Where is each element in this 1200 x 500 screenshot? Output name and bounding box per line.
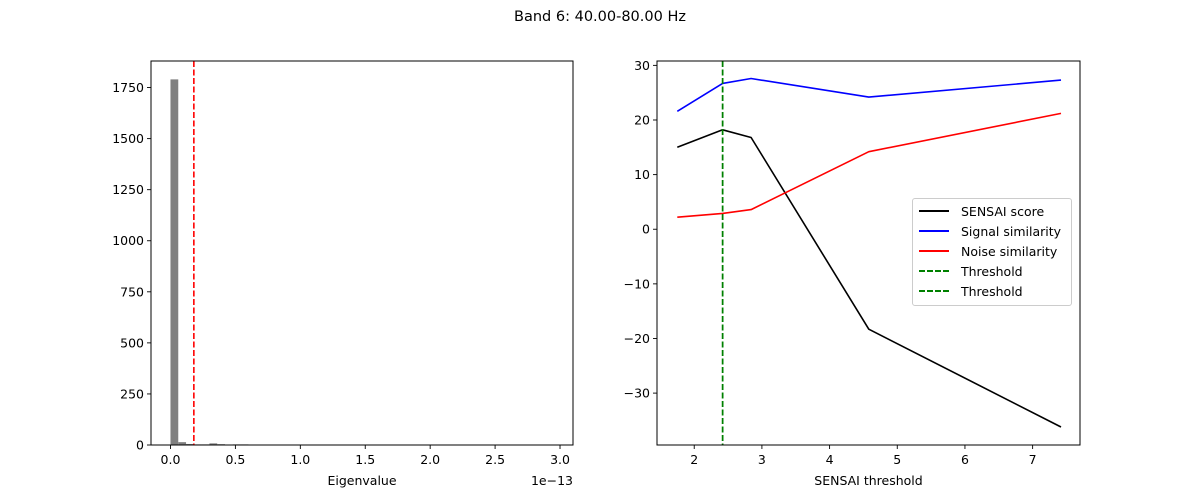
x-tick-label: 2.5 <box>485 452 505 467</box>
y-tick-label: 0 <box>136 438 144 453</box>
y-tick-label: 1750 <box>112 80 144 95</box>
x-tick-label: 5 <box>893 452 901 467</box>
legend-swatch <box>919 250 949 252</box>
legend-label: Signal similarity <box>961 223 1062 239</box>
y-tick-label: 1500 <box>112 131 144 146</box>
x-tick-label: 0.0 <box>161 452 181 467</box>
y-tick-label: −20 <box>624 331 650 346</box>
legend-label: Noise similarity <box>961 243 1058 259</box>
x-tick-label: 4 <box>826 452 834 467</box>
x-tick-label: 1.0 <box>290 452 310 467</box>
x-tick-label: 3.0 <box>550 452 570 467</box>
y-tick-label: 20 <box>634 112 650 127</box>
x-tick-label: 0.5 <box>225 452 245 467</box>
histogram-bar <box>186 443 194 445</box>
legend-label: Threshold <box>961 283 1023 299</box>
eigenvalue-histogram: 0.0 0.5 1.0 1.5 2.0 2.5 3.0 0 250 500 750 1000 1250 1… <box>112 60 574 488</box>
x-tick-label: 2 <box>690 452 698 467</box>
legend-swatch <box>919 270 949 272</box>
x-tick-label: 3 <box>758 452 766 467</box>
y-tick-label: 750 <box>120 284 144 299</box>
legend-swatch <box>919 290 949 292</box>
y-tick-label: 0 <box>642 222 650 237</box>
series-line-noise-similarity <box>677 112 1062 218</box>
y-tick-label: 10 <box>634 167 650 182</box>
histogram-bar <box>170 79 179 445</box>
y-tick-label: 1250 <box>112 182 144 197</box>
x-axis-label: SENSAI threshold <box>814 473 922 488</box>
y-tick-label: 1000 <box>112 233 144 248</box>
legend-item-signal-similarity: Signal similarity <box>919 221 1061 241</box>
x-offset-label: 1e−13 <box>531 473 573 488</box>
histogram-bar <box>178 442 187 445</box>
legend: SENSAI score Signal similarity Noise sim… <box>912 198 1072 306</box>
legend-swatch <box>919 210 949 212</box>
y-tick-label: 500 <box>120 335 144 350</box>
series-line-sensai-score <box>677 129 1062 428</box>
y-tick-label: 30 <box>634 58 650 73</box>
legend-item-threshold-2: Threshold <box>919 281 1023 301</box>
x-tick-label: 1.5 <box>355 452 375 467</box>
axes-frame <box>150 60 574 446</box>
figure-title: Band 6: 40.00-80.00 Hz <box>514 9 686 25</box>
x-axis-label: Eigenvalue <box>327 473 396 488</box>
x-tick-label: 7 <box>1029 452 1037 467</box>
y-tick-label: −30 <box>624 386 650 401</box>
legend-item-threshold: Threshold <box>919 261 1023 281</box>
histogram-bar <box>209 443 218 445</box>
x-tick-label: 2.0 <box>420 452 440 467</box>
x-tick-label: 6 <box>961 452 969 467</box>
series-line-signal-similarity <box>676 77 1062 112</box>
sensai-threshold-plot: 2 3 4 5 6 7 30 20 10 0 −10 −20 −30 SENSAI threshold <box>624 58 1081 488</box>
legend-item-noise-similarity: Noise similarity <box>919 241 1057 261</box>
y-tick-label: −10 <box>624 276 650 291</box>
y-tick-label: 250 <box>120 386 144 401</box>
legend-swatch <box>919 230 949 232</box>
axes-frame <box>656 60 1081 446</box>
legend-item-sensai-score: SENSAI score <box>919 201 1044 221</box>
legend-label: SENSAI score <box>961 203 1045 219</box>
legend-label: Threshold <box>961 263 1023 279</box>
